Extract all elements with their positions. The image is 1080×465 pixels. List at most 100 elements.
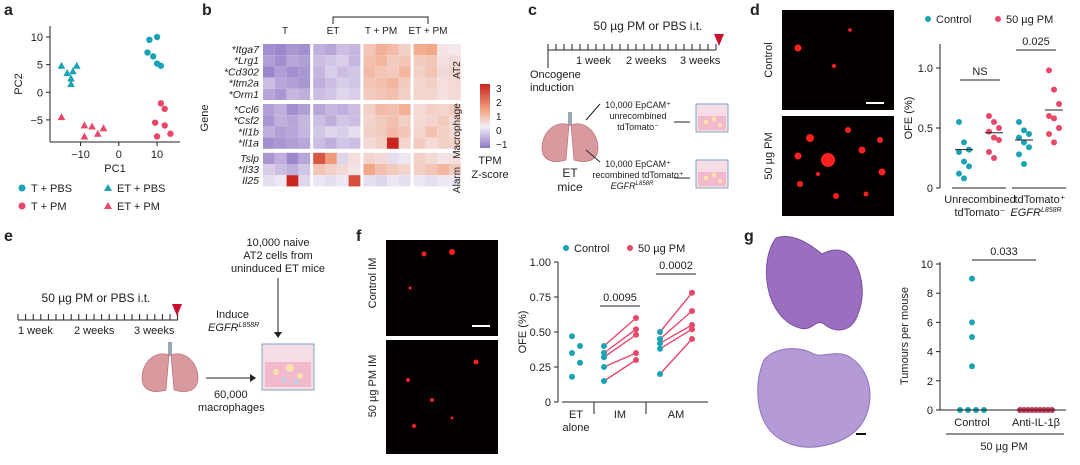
panel-b-heatmap-cell	[274, 104, 287, 116]
panel-d-x1-line2: tdTomato⁻	[954, 207, 1005, 219]
panel-b-gene-label: *Itm2a	[229, 78, 260, 90]
panel-f-pair-line-im	[603, 328, 637, 354]
panel-f-ytick-label: 1.00	[530, 257, 551, 269]
legend-label-t-pbs: T + PBS	[31, 183, 72, 195]
panel-d-images: Control 50 µg PM	[763, 10, 894, 216]
panel-d-point-control	[956, 119, 962, 125]
panel-b-heatmap-cell	[375, 66, 387, 78]
panel-c-arrow-2	[585, 149, 601, 163]
panel-b-heatmap-cell	[387, 137, 399, 149]
panel-b-heatmap-cell	[263, 137, 275, 149]
panel-f-organoid	[473, 359, 479, 365]
panel-b-heatmap-cell	[387, 104, 399, 116]
panel-g-ytick-label: 4	[927, 347, 933, 359]
panel-b-heatmap-cell	[348, 152, 361, 164]
panel-g-p-label: 0.033	[990, 246, 1018, 258]
panel-e-week-2: 2 weeks	[74, 325, 115, 337]
panel-d-point-control	[1016, 134, 1022, 141]
panel-b-heatmap-cell	[313, 164, 325, 176]
panel-b-heatmap-cell	[363, 88, 376, 100]
panel-f-point-et	[569, 350, 575, 356]
panel-f-organoid	[449, 249, 455, 255]
panel-b-colorbar-tick: 3	[496, 84, 502, 95]
panel-b-gene-label: *Lrg1	[234, 55, 259, 67]
panel-b-heatmap-cell	[363, 104, 376, 116]
panel-b-heatmap-cell	[363, 137, 376, 149]
panel-f-organoid	[421, 251, 427, 257]
panel-f-point-control-im	[601, 354, 607, 361]
panel-b-heatmap-cell	[449, 115, 461, 127]
panel-b-heatmap-cell	[413, 126, 426, 138]
panel-b-heatmap-cell	[313, 126, 325, 138]
panel-b-heatmap-cell	[263, 55, 275, 67]
panel-f-point-et	[577, 343, 583, 349]
panel-f-ytick-label: 0.75	[530, 292, 551, 304]
panel-b-heatmap-cell	[348, 115, 361, 127]
panel-d-row-label-pm: 50 µg PM	[763, 132, 775, 179]
panel-d-point-pm	[1056, 101, 1062, 107]
panel-b-heatmap-cell	[274, 137, 287, 149]
panel-b-heatmap-cell	[363, 126, 376, 138]
panel-d-image-pm	[782, 116, 894, 216]
panel-b-heatmap-cell	[263, 175, 275, 187]
panel-b-heatmap-cell	[363, 175, 376, 187]
panel-e-arrowhead-right	[250, 374, 256, 382]
panel-d-point-pm	[996, 137, 1002, 143]
panel-b-heatmap-cell	[375, 152, 387, 164]
panel-b-heatmap-cell	[425, 175, 438, 187]
panel-c-arm1-line1: 10,000 EpCAM⁺	[605, 100, 671, 110]
panel-a-point	[57, 113, 66, 121]
panel-d-point-pm	[1046, 113, 1052, 119]
panel-b-heatmap-cell	[298, 126, 311, 138]
panel-a-xlabel: PC1	[104, 163, 125, 175]
panel-d-organoid	[848, 28, 852, 32]
panel-c-arm2-line2: recombined tdTomato⁺	[592, 170, 684, 180]
panel-a-pca-plot: −10 0 10 10 5 0 −5 PC1 PC2 T + PBS ET + PBS T …	[13, 26, 180, 213]
panel-d-organoid	[797, 181, 803, 187]
panel-b-heatmap-cell	[437, 104, 449, 116]
panel-g-x-control: Control	[954, 417, 989, 429]
panel-c-mice-2: mice	[557, 180, 583, 194]
panel-b-heatmap-cell	[263, 88, 275, 100]
panel-a-point	[146, 36, 153, 44]
panel-b-heatmap-cell	[313, 152, 325, 164]
panel-d-point-control	[961, 158, 967, 165]
panel-f-organoid	[406, 378, 410, 382]
panel-d-x2-line1: tdTomato⁺	[1014, 194, 1065, 206]
panel-d-organoid	[806, 134, 814, 142]
panel-d-point-pm	[996, 125, 1002, 131]
panel-a-point	[157, 100, 165, 107]
panel-b-gene-label: *Il1b	[238, 126, 259, 138]
panel-d-row-label-control: Control	[763, 42, 775, 77]
panel-b-heatmap-cell	[348, 66, 361, 78]
panel-b-heatmap-cell	[348, 137, 361, 149]
panel-b-heatmap-cell	[336, 55, 349, 67]
panel-c-arm2-line1: 10,000 EpCAM⁺	[605, 159, 671, 169]
panel-f-x-et-1: ET	[569, 409, 583, 421]
panel-b-heatmap-cell	[336, 152, 349, 164]
panel-c-lung-icon	[541, 112, 599, 162]
panel-f-x-am: AM	[668, 409, 685, 421]
panel-c-schematic: 50 µg PM or PBS i.t. 1 week 2 weeks 3 we…	[530, 19, 729, 194]
panel-b-heatmap-cell	[313, 104, 325, 116]
panel-b-heatmap-cell	[298, 152, 311, 164]
panel-f-point-et	[577, 359, 583, 366]
panel-c-arrow-1	[585, 103, 601, 121]
panel-b-heatmap-cell	[413, 104, 426, 116]
panel-b-heatmap-cell	[437, 115, 449, 127]
panel-b-heatmap-cell	[298, 44, 311, 56]
panel-a-legend: T + PBS ET + PBS T + PM ET + PM	[18, 183, 165, 213]
panel-a-point	[161, 105, 168, 113]
panel-b-heatmap-cell	[449, 126, 461, 138]
legend-label-control: Control	[574, 243, 609, 255]
panel-b-heatmap-cell	[375, 44, 387, 56]
panel-a-point	[57, 61, 66, 69]
panel-b-heatmap-cell	[398, 66, 411, 78]
legend-marker-control	[925, 16, 931, 22]
panel-b-heatmap-cell	[263, 66, 275, 78]
panel-c-week-2: 2 weeks	[626, 55, 667, 67]
panel-b-heatmap-cell	[413, 88, 426, 100]
panel-b-heatmap-cell	[398, 126, 411, 138]
panel-b-heatmap-cell	[375, 77, 387, 89]
panel-b-gene-label: *Il33	[238, 164, 259, 176]
